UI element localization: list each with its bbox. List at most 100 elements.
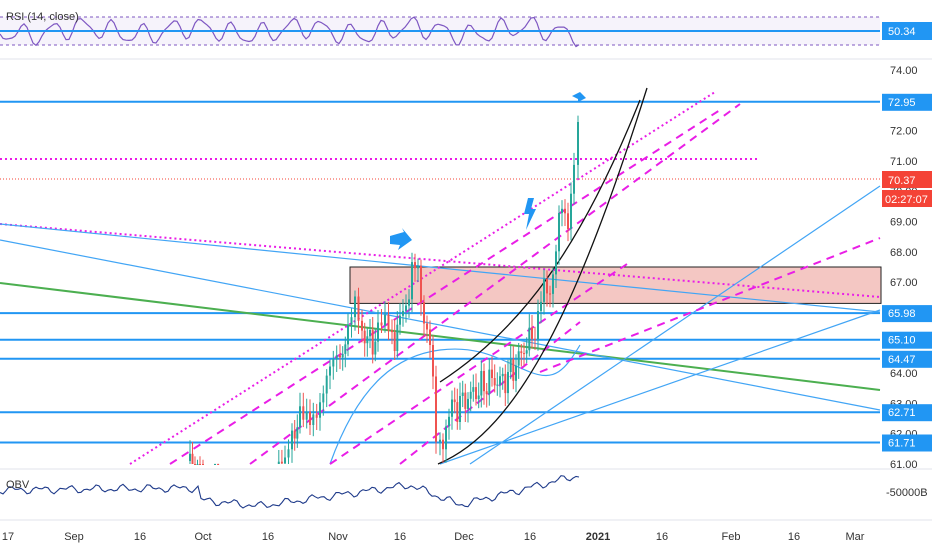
candle-body <box>344 344 347 354</box>
level-tag <box>882 305 932 323</box>
level-tag <box>882 93 932 111</box>
candle-body <box>555 251 557 275</box>
candle-body <box>567 213 569 229</box>
candle-body <box>423 302 425 324</box>
candle-body <box>191 453 194 464</box>
obv-pane: OBV -50000B <box>0 475 928 509</box>
level-tag-label: 65.10 <box>888 335 916 347</box>
candle-body <box>341 353 344 358</box>
time-tick-label: Oct <box>194 531 211 543</box>
time-axis[interactable]: 17 Sep 16 Oct 16 Nov 16 Dec 16 2021 16 Feb 16 Mar <box>2 531 865 543</box>
level-tag <box>882 350 932 368</box>
time-tick-label: 2021 <box>586 531 610 543</box>
time-tick-label: Nov <box>328 531 348 543</box>
parabolic-curve-outer[interactable] <box>437 87 648 465</box>
candle-body <box>442 439 444 450</box>
candle-body <box>453 399 456 403</box>
candle-body <box>408 299 410 306</box>
candle-body <box>485 391 488 395</box>
candle-body <box>432 345 434 377</box>
candle-body <box>451 399 453 417</box>
candle-body <box>277 461 280 464</box>
candle-body <box>194 464 196 465</box>
candle-body <box>315 414 318 418</box>
candle-body <box>396 324 399 351</box>
candle-body <box>189 453 191 461</box>
rsi-pane: RSI (14, close) 50.34 <box>0 11 932 48</box>
blue-trendlines[interactable] <box>0 185 881 465</box>
candle-body <box>475 387 477 400</box>
candle-body <box>411 262 413 300</box>
candle-body <box>488 369 491 395</box>
candle-body <box>493 378 496 386</box>
candle-body <box>325 375 328 394</box>
candle-body <box>293 430 296 439</box>
candle-body <box>217 464 220 465</box>
candle-body <box>329 366 331 376</box>
candle-body <box>374 341 377 355</box>
price-tick-label: 64.00 <box>890 368 918 380</box>
candle-body <box>507 372 509 394</box>
time-tick-label: 17 <box>2 531 14 543</box>
candle-body <box>472 387 475 392</box>
candle-body <box>319 402 321 418</box>
level-tag-label: 62.71 <box>888 407 916 419</box>
time-tick-label: Mar <box>846 531 865 543</box>
time-tick-label: Sep <box>64 531 84 543</box>
candle-body <box>573 164 575 194</box>
obv-label: OBV <box>6 479 30 491</box>
candle-body <box>405 305 407 311</box>
candle-body <box>429 329 431 345</box>
countdown-value: 02:27:07 <box>885 194 928 206</box>
candle-body <box>332 359 335 367</box>
pin-arrow-icon[interactable] <box>572 90 586 102</box>
candle-body <box>531 327 533 339</box>
ascending-channel[interactable] <box>129 91 881 465</box>
lightning-icon[interactable] <box>524 198 536 230</box>
candle-body <box>296 427 299 439</box>
price-pane: 74.0073.0072.0071.0070.0069.0068.0067.00… <box>0 65 932 471</box>
candle-body <box>214 464 216 465</box>
candle-body <box>504 373 507 394</box>
time-tick-label: 16 <box>788 531 800 543</box>
candle-body <box>543 279 545 302</box>
candle-body <box>517 351 520 366</box>
candle-body <box>558 213 560 252</box>
candle-body <box>448 416 450 427</box>
candle-body <box>480 371 483 396</box>
candle-body <box>357 296 360 321</box>
price-tick-label: 67.00 <box>890 277 918 289</box>
level-tag <box>882 331 932 349</box>
level-tag <box>882 404 932 422</box>
candle-body <box>540 301 542 311</box>
candle-body <box>561 208 563 214</box>
candle-body <box>284 457 286 464</box>
candle-body <box>335 355 338 360</box>
candle-body <box>393 332 396 351</box>
candle-body <box>515 365 517 381</box>
candle-body <box>439 439 441 442</box>
candle-body <box>456 402 459 422</box>
candle-body <box>299 406 301 428</box>
time-tick-label: 16 <box>262 531 274 543</box>
candle-body <box>523 353 525 355</box>
candle-body <box>196 464 199 465</box>
green-trendline[interactable] <box>0 282 881 391</box>
candle-body <box>501 373 504 377</box>
candle-body <box>322 393 325 403</box>
candle-body <box>509 359 512 372</box>
candle-body <box>499 376 501 385</box>
candle-body <box>464 392 467 409</box>
candle-body <box>483 371 485 392</box>
candle-body <box>445 426 447 450</box>
rsi-line <box>0 16 580 48</box>
obv-value: -50000B <box>886 487 928 499</box>
candle-body <box>525 350 528 354</box>
candle-body <box>512 359 515 381</box>
candle-body <box>384 314 386 326</box>
arrow-right-icon[interactable] <box>390 228 412 250</box>
candle-body <box>287 449 290 458</box>
rsi-value: 50.34 <box>888 26 916 38</box>
